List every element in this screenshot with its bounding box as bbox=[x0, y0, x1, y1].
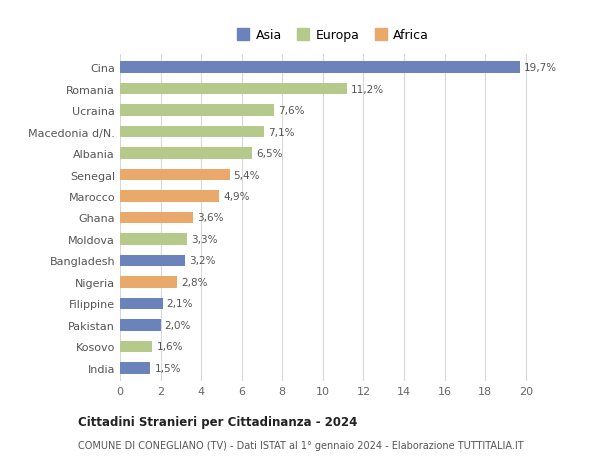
Text: 11,2%: 11,2% bbox=[351, 84, 385, 95]
Bar bbox=[120, 362, 151, 374]
Bar bbox=[120, 190, 220, 202]
Bar bbox=[120, 105, 274, 117]
Bar bbox=[120, 62, 520, 74]
Text: 5,4%: 5,4% bbox=[233, 170, 260, 180]
Legend: Asia, Europa, Africa: Asia, Europa, Africa bbox=[233, 25, 433, 46]
Bar bbox=[120, 212, 193, 224]
Text: 3,3%: 3,3% bbox=[191, 235, 218, 245]
Bar bbox=[120, 276, 177, 288]
Text: 7,1%: 7,1% bbox=[268, 127, 295, 137]
Text: COMUNE DI CONEGLIANO (TV) - Dati ISTAT al 1° gennaio 2024 - Elaborazione TUTTITA: COMUNE DI CONEGLIANO (TV) - Dati ISTAT a… bbox=[78, 440, 524, 450]
Text: 2,0%: 2,0% bbox=[164, 320, 191, 330]
Bar bbox=[120, 234, 187, 246]
Text: 2,8%: 2,8% bbox=[181, 277, 208, 287]
Bar bbox=[120, 126, 264, 138]
Text: 2,1%: 2,1% bbox=[167, 299, 193, 309]
Text: 4,9%: 4,9% bbox=[223, 191, 250, 202]
Text: 6,5%: 6,5% bbox=[256, 149, 283, 159]
Text: 1,5%: 1,5% bbox=[154, 363, 181, 373]
Bar bbox=[120, 298, 163, 310]
Text: 1,6%: 1,6% bbox=[157, 341, 183, 352]
Bar bbox=[120, 341, 152, 353]
Bar bbox=[120, 84, 347, 95]
Text: 3,2%: 3,2% bbox=[189, 256, 215, 266]
Text: 19,7%: 19,7% bbox=[524, 63, 557, 73]
Text: Cittadini Stranieri per Cittadinanza - 2024: Cittadini Stranieri per Cittadinanza - 2… bbox=[78, 415, 358, 428]
Text: 3,6%: 3,6% bbox=[197, 213, 224, 223]
Text: 7,6%: 7,6% bbox=[278, 106, 305, 116]
Bar bbox=[120, 148, 252, 160]
Bar bbox=[120, 169, 230, 181]
Bar bbox=[120, 319, 161, 331]
Bar bbox=[120, 255, 185, 267]
